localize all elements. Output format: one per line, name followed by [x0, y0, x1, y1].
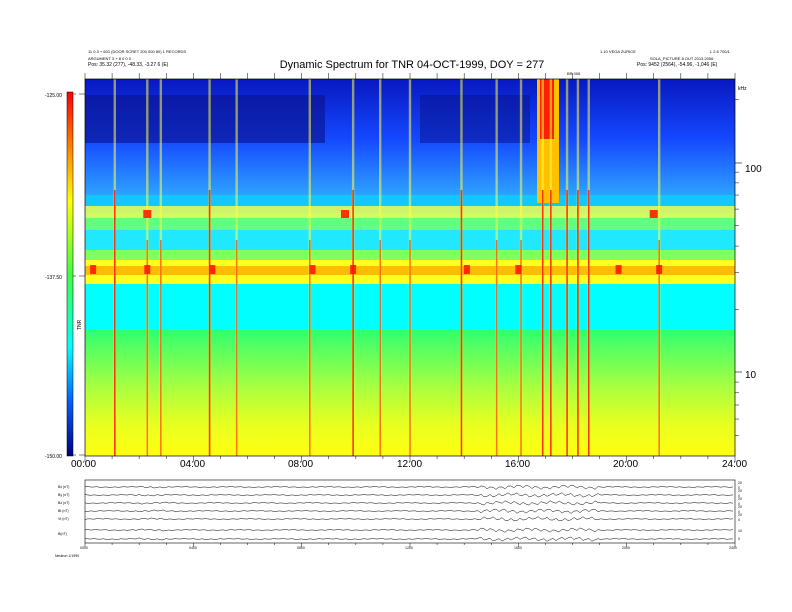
burst-blob — [515, 265, 522, 274]
burst-line — [235, 240, 238, 456]
colorbar-label-top: -125.00 — [45, 93, 62, 99]
burst-blob — [90, 265, 97, 274]
stack-tick-marks — [84, 543, 736, 547]
time-label-0400: 04:00 — [180, 459, 205, 470]
burst-line — [208, 190, 211, 456]
stack-right-label-10: 0 — [738, 518, 740, 522]
stack-right-label-2: 0 — [738, 486, 740, 490]
stack-footer: Neutron 1/1999 — [55, 554, 79, 558]
burst-line — [587, 190, 590, 456]
stack-x-label-1200: 1200 — [405, 546, 413, 550]
top-tick-marks — [84, 73, 736, 462]
stack-right-label-3: 20 — [738, 489, 742, 493]
stack-right-label-11: 10 — [738, 529, 742, 533]
header-right-line-2: SOLA_PICTURE 8 OUT 2013.2006 — [650, 56, 714, 61]
burst-blob — [656, 265, 663, 274]
stack-trace — [84, 492, 734, 498]
stack-label-bx: Bx (nT) — [58, 485, 69, 489]
burst-line — [495, 240, 498, 456]
burst-blob-upper — [649, 210, 658, 218]
chart-title: Dynamic Spectrum for TNR 04-OCT-1999, DO… — [279, 59, 545, 71]
stack-trace — [84, 536, 734, 542]
burst-blob — [209, 265, 216, 274]
burst-blob — [350, 265, 357, 274]
stack-x-label-2000: 2000 — [622, 546, 630, 550]
burst-line — [379, 240, 382, 456]
stack-x-label-2400: 2400 — [729, 546, 737, 550]
burst-line — [577, 190, 579, 456]
header-left-line-2: ARGUMENT 3 + 8 0 0 0 — [88, 56, 131, 61]
time-label-2000: 20:00 — [613, 459, 638, 470]
burst-lines — [90, 79, 663, 456]
time-label-1200: 12:00 — [397, 459, 422, 470]
colorbar-label-mid: -137.50 — [45, 275, 62, 281]
stack-trace — [84, 484, 734, 490]
stack-x-label-0400: 0400 — [189, 546, 197, 550]
burst-blob — [463, 265, 470, 274]
header-left-line-3: Pos: 35.32 (277), -48.33, -3.27 6 (E) — [88, 62, 169, 68]
burst-line — [160, 240, 162, 456]
burst-blob — [144, 265, 151, 274]
stack-label-b: B(nT) — [58, 532, 67, 536]
stack-right-label-1: 20 — [738, 481, 742, 485]
top-marker-label: BR 006 — [567, 71, 581, 76]
stack-right-label-7: 20 — [738, 505, 742, 509]
stack-frame — [84, 479, 736, 544]
right-axis-label-100: 100 — [745, 164, 762, 175]
burst-line — [520, 240, 522, 456]
stack-right-label-4: 0 — [738, 494, 740, 498]
stack-label-by: By (nT) — [58, 493, 69, 497]
burst-blob — [615, 265, 622, 274]
burst-line — [566, 190, 568, 456]
colorbar — [66, 91, 74, 457]
stack-trace — [84, 508, 734, 514]
stack-label-bz: Bz (nT) — [58, 501, 69, 505]
burst-line — [146, 240, 149, 456]
time-label-0800: 08:00 — [288, 459, 313, 470]
stack-right-label-6: 0 — [738, 502, 740, 506]
right-axis-minor-ticks — [735, 99, 739, 436]
stack-trace — [84, 516, 734, 522]
burst-line — [658, 240, 660, 456]
burst-line — [113, 190, 116, 456]
stack-traces — [84, 484, 734, 542]
burst-blob-upper — [143, 210, 152, 218]
time-label-2400: 24:00 — [722, 459, 747, 470]
header-right-line-1: 1.10 VEGA ZURICE — [600, 49, 636, 54]
stack-right-label-5: 20 — [738, 497, 742, 501]
header-left-line-1: 11 0.3 + 601 (DOOR SCRET 200 000 80) 1 R… — [88, 49, 187, 54]
right-axis-unit: kHz — [738, 86, 747, 92]
burst-blob-upper — [341, 210, 349, 218]
right-axis-label-10: 10 — [745, 370, 757, 381]
stack-x-label-0800: 0800 — [297, 546, 305, 550]
stack-right-label-12: 0 — [738, 537, 740, 541]
header-right-line-3: Pos: 9452 (2564), -54.96, -1,046 (E) — [637, 62, 718, 68]
stack-right-label-9: 20 — [738, 513, 742, 517]
time-label-1600: 16:00 — [505, 459, 530, 470]
burst-line — [308, 240, 311, 456]
time-label-0000: 00:00 — [71, 459, 96, 470]
stack-label-bt: Bt (nT) — [58, 509, 69, 513]
colorbar-title: TNR — [77, 319, 83, 330]
stack-label-vt: Vt (nT) — [58, 517, 69, 521]
header-right-id: L 2 8 700/1 — [710, 49, 730, 54]
band-dark-patches-2 — [420, 95, 530, 143]
burst-line — [550, 190, 552, 456]
stack-trace — [84, 527, 734, 533]
spectrogram-plot-area — [85, 79, 735, 456]
burst-line — [409, 240, 411, 456]
stack-trace — [84, 500, 734, 506]
burst-line — [541, 190, 544, 456]
burst-line — [352, 190, 354, 456]
stack-x-label-0000: 0000 — [80, 546, 88, 550]
stack-right-label-8: 0 — [738, 510, 740, 514]
burst-blob — [309, 265, 316, 274]
colorbar-label-bottom: -150.00 — [45, 454, 62, 460]
band-dark-patches — [85, 95, 325, 143]
burst-line — [460, 190, 463, 456]
stack-x-label-1600: 1600 — [514, 546, 522, 550]
